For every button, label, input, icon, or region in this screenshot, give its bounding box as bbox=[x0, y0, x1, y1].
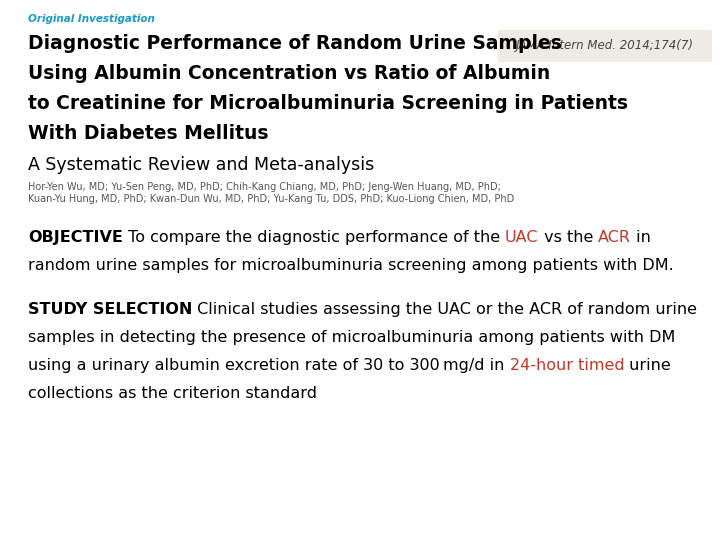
Text: Original Investigation: Original Investigation bbox=[28, 14, 155, 24]
Text: vs the: vs the bbox=[539, 230, 598, 245]
FancyBboxPatch shape bbox=[498, 30, 712, 62]
Text: UAC: UAC bbox=[505, 230, 539, 245]
Text: Kuan-Yu Hung, MD, PhD; Kwan-Dun Wu, MD, PhD; Yu-Kang Tu, DDS, PhD; Kuo-Liong Chi: Kuan-Yu Hung, MD, PhD; Kwan-Dun Wu, MD, … bbox=[28, 194, 514, 204]
Text: Diagnostic Performance of Random Urine Samples: Diagnostic Performance of Random Urine S… bbox=[28, 34, 562, 53]
Text: to Creatinine for Microalbuminuria Screening in Patients: to Creatinine for Microalbuminuria Scree… bbox=[28, 94, 628, 113]
Text: OBJECTIVE: OBJECTIVE bbox=[28, 230, 123, 245]
Text: collections as the criterion standard: collections as the criterion standard bbox=[28, 386, 317, 401]
Text: A Systematic Review and Meta-analysis: A Systematic Review and Meta-analysis bbox=[28, 156, 374, 174]
Text: samples in detecting the presence of microalbuminuria among patients with DM: samples in detecting the presence of mic… bbox=[28, 330, 675, 345]
Text: ACR: ACR bbox=[598, 230, 631, 245]
Text: 24-hour timed: 24-hour timed bbox=[510, 358, 624, 373]
Text: using a urinary albumin excretion rate of 30 to 300 mg/d in: using a urinary albumin excretion rate o… bbox=[28, 358, 510, 373]
Text: urine: urine bbox=[624, 358, 671, 373]
Text: Using Albumin Concentration vs Ratio of Albumin: Using Albumin Concentration vs Ratio of … bbox=[28, 64, 550, 83]
Text: Hor-Yen Wu, MD; Yu-Sen Peng, MD, PhD; Chih-Kang Chiang, MD, PhD; Jeng-Wen Huang,: Hor-Yen Wu, MD; Yu-Sen Peng, MD, PhD; Ch… bbox=[28, 182, 501, 192]
Text: STUDY SELECTION: STUDY SELECTION bbox=[28, 302, 192, 317]
Text: JAMA Intern Med. 2014;174(7): JAMA Intern Med. 2014;174(7) bbox=[516, 39, 694, 52]
Text: With Diabetes Mellitus: With Diabetes Mellitus bbox=[28, 124, 269, 143]
Text: in: in bbox=[631, 230, 651, 245]
Text: random urine samples for microalbuminuria screening among patients with DM.: random urine samples for microalbuminuri… bbox=[28, 258, 674, 273]
Text: To compare the diagnostic performance of the: To compare the diagnostic performance of… bbox=[123, 230, 505, 245]
Text: Clinical studies assessing the UAC or the ACR of random urine: Clinical studies assessing the UAC or th… bbox=[192, 302, 698, 317]
